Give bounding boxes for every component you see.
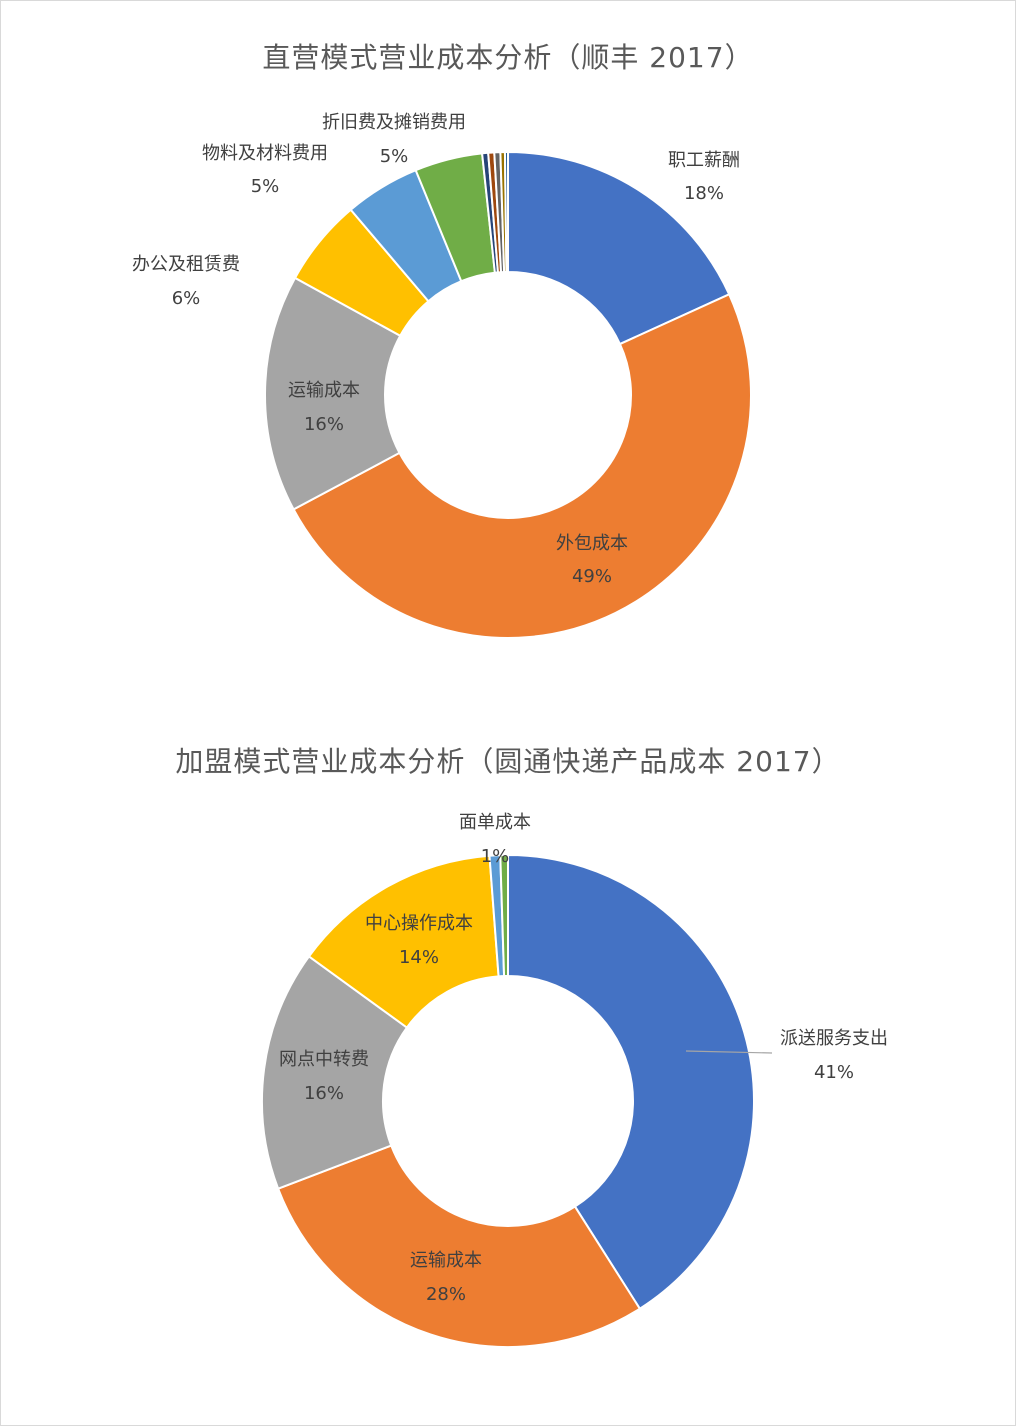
label-pct-delivery: 41% [814, 1062, 854, 1083]
label-name-center-ops: 中心操作成本 [365, 913, 473, 934]
label-name-transfer-fee: 网点中转费 [279, 1049, 369, 1070]
label-name-transport-2: 运输成本 [410, 1250, 482, 1271]
label-name-materials: 物料及材料费用 [202, 143, 328, 164]
direct-slice-0 [507, 150, 731, 346]
franchise-slice-2 [260, 955, 409, 1190]
label-pct-depreciation: 5% [380, 146, 409, 167]
label-group-direct: 职工薪酬 18% 外包成本 49% 运输成本 16% 办公及租赁费 6% 物料及… [132, 112, 740, 587]
franchise-slice-5 [499, 853, 509, 978]
franchise-slice-3 [307, 854, 500, 1029]
label-pct-center-ops: 14% [399, 947, 439, 968]
donut-chart-franchise [260, 853, 755, 1348]
direct-slice-2 [264, 276, 402, 511]
label-name-salary: 职工薪酬 [668, 150, 740, 171]
label-pct-outsourcing: 49% [572, 566, 612, 587]
label-name-delivery: 派送服务支出 [780, 1028, 888, 1049]
chart-title-direct: 直营模式营业成本分析（顺丰 2017） [262, 41, 754, 74]
franchise-slice-0 [507, 853, 755, 1311]
label-pct-office-rent: 6% [172, 288, 201, 309]
donut-chart-direct [264, 150, 753, 639]
label-pct-transport: 16% [304, 414, 344, 435]
direct-slice-10 [503, 150, 509, 274]
label-pct-salary: 18% [684, 183, 724, 204]
label-pct-waybill: 1% [481, 846, 510, 867]
label-name-office-rent: 办公及租赁费 [132, 254, 240, 275]
label-name-transport: 运输成本 [288, 380, 360, 401]
label-name-depreciation: 折旧费及摊销费用 [322, 112, 466, 133]
label-name-outsourcing: 外包成本 [556, 533, 628, 554]
label-name-waybill: 面单成本 [459, 812, 531, 833]
leader-line-delivery [685, 1050, 773, 1054]
direct-slice-1 [292, 292, 753, 639]
label-group-franchise: 派送服务支出 41% 运输成本 28% 网点中转费 16% 中心操作成本 14%… [279, 812, 888, 1305]
franchise-slice-1 [276, 1144, 642, 1348]
label-pct-transfer-fee: 16% [304, 1083, 344, 1104]
label-pct-materials: 5% [251, 176, 280, 197]
label-pct-transport-2: 28% [426, 1284, 466, 1305]
chart-title-franchise: 加盟模式营业成本分析（圆通快递产品成本 2017） [175, 745, 841, 778]
